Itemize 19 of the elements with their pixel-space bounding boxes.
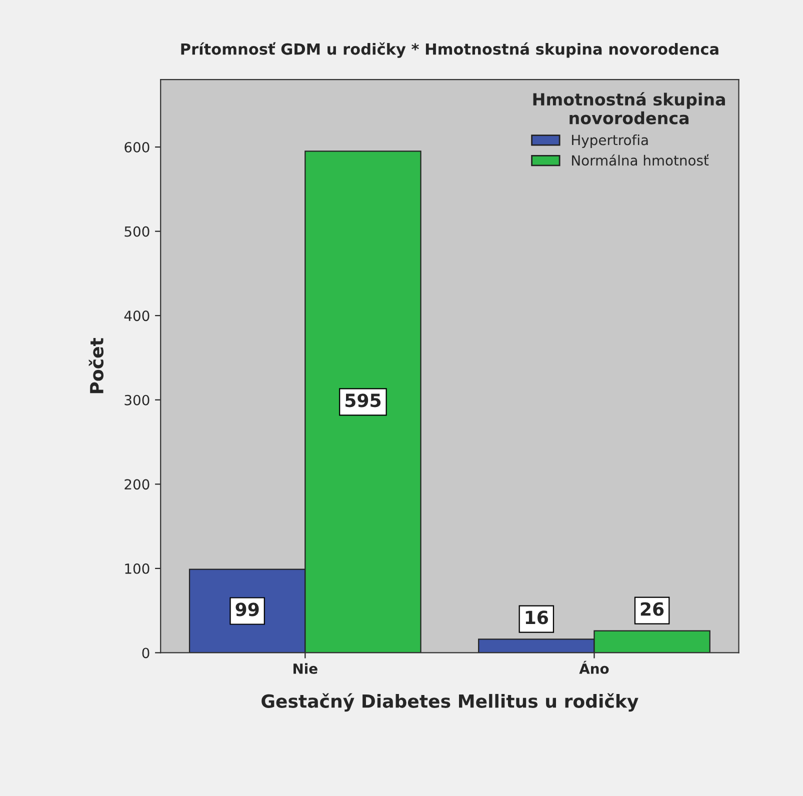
y-tick-label: 400 bbox=[124, 310, 150, 322]
x-tick-label: Nie bbox=[294, 663, 318, 674]
y-axis-title: Počet bbox=[88, 338, 104, 394]
y-tick-label: 0 bbox=[142, 648, 150, 658]
y-tick-label: 300 bbox=[124, 394, 150, 406]
data-label: 16 bbox=[526, 610, 548, 624]
y-tick-label: 200 bbox=[124, 479, 150, 490]
y-tick-label: 600 bbox=[124, 142, 150, 152]
data-label: 26 bbox=[640, 602, 664, 616]
legend-label: Normálna hmotnosť bbox=[572, 154, 709, 166]
chart-title: Prítomnosť GDM u rodičky * Hmotnostná skupina novorodenca bbox=[181, 42, 718, 58]
y-tick-label: 500 bbox=[124, 226, 150, 237]
data-label: 99 bbox=[236, 602, 259, 616]
legend-title: Hmotnostná skupina novorodenca bbox=[533, 92, 725, 124]
y-tick-label: 100 bbox=[125, 563, 150, 574]
legend-label: Hypertrofia bbox=[572, 134, 648, 148]
x-tick-label: Áno bbox=[579, 660, 609, 674]
x-axis-title: Gestačný Diabetes Mellitus u rodičky bbox=[262, 693, 638, 712]
data-label: 595 bbox=[346, 394, 381, 408]
